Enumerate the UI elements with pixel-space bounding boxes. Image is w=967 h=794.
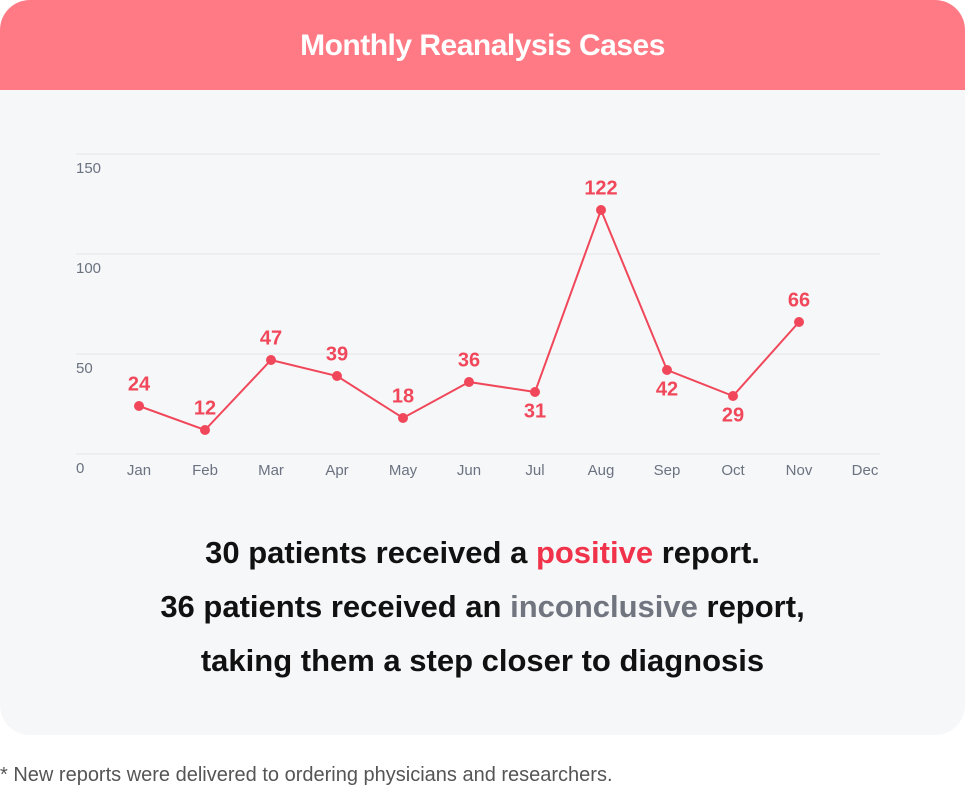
point	[134, 401, 144, 411]
summary-text: 36 patients received an	[160, 589, 511, 624]
data-label: 29	[722, 404, 744, 426]
y-tick-label: 50	[76, 360, 93, 377]
x-tick-label: Dec	[852, 462, 879, 479]
summary-line: 30 patients received a positive report.	[0, 526, 965, 580]
y-tick-label: 100	[76, 260, 101, 277]
x-tick-label: Apr	[325, 462, 348, 479]
summary-line: taking them a step closer to diagnosis	[0, 634, 965, 688]
line	[138, 207, 800, 432]
point	[662, 365, 672, 375]
summary-text: inconclusive	[510, 589, 698, 624]
data-label: 66	[788, 289, 810, 311]
y-tick-label: 150	[76, 160, 101, 177]
data-label: 47	[260, 327, 282, 349]
point	[332, 371, 342, 381]
point	[398, 413, 408, 423]
data-label: 42	[656, 378, 678, 400]
point	[200, 425, 210, 435]
footnote: * New reports were delivered to ordering…	[0, 764, 613, 786]
summary-text: positive	[535, 535, 654, 570]
point	[464, 377, 474, 387]
chart-title: Monthly Reanalysis Cases	[0, 0, 965, 90]
x-tick-label: Feb	[192, 462, 218, 479]
point	[794, 317, 804, 327]
point	[728, 391, 738, 401]
x-tick-label: Jan	[127, 462, 151, 479]
summary-text: taking them a step closer to diagnosis	[200, 643, 765, 678]
x-tick-label: Jul	[525, 462, 544, 479]
data-label: 39	[326, 343, 348, 365]
x-tick-label: Nov	[786, 462, 813, 479]
data-label: 122	[584, 177, 617, 199]
data-label: 24	[128, 373, 151, 395]
point	[530, 387, 540, 397]
summary-text: 30 patients received a	[205, 535, 536, 570]
y-tick-label: 0	[76, 460, 84, 477]
point	[266, 355, 276, 365]
x-tick-label: Mar	[258, 462, 284, 479]
x-tick-label: Jun	[457, 462, 481, 479]
summary-text: report,	[697, 589, 805, 624]
data-label: 18	[392, 385, 414, 407]
chart: 0 50 100 150 Jan Feb Mar Apr May Jun Jul Aug Sep Oct N…	[76, 153, 880, 479]
data-label: 12	[194, 397, 216, 419]
point	[596, 205, 606, 215]
card: Monthly Reanalysis Cases 0 50 100 150 Jan Feb…	[0, 0, 965, 688]
data-label: 36	[458, 349, 480, 371]
x-tick-label: Aug	[588, 462, 615, 479]
summary-text: report.	[653, 535, 760, 570]
x-tick-label: May	[389, 462, 418, 479]
summary: 30 patients received a positive report. 3…	[0, 526, 965, 688]
x-tick-label: Oct	[721, 462, 745, 479]
summary-line: 36 patients received an inconclusive rep…	[0, 580, 965, 634]
data-label: 31	[524, 400, 546, 422]
x-tick-label: Sep	[654, 462, 681, 479]
